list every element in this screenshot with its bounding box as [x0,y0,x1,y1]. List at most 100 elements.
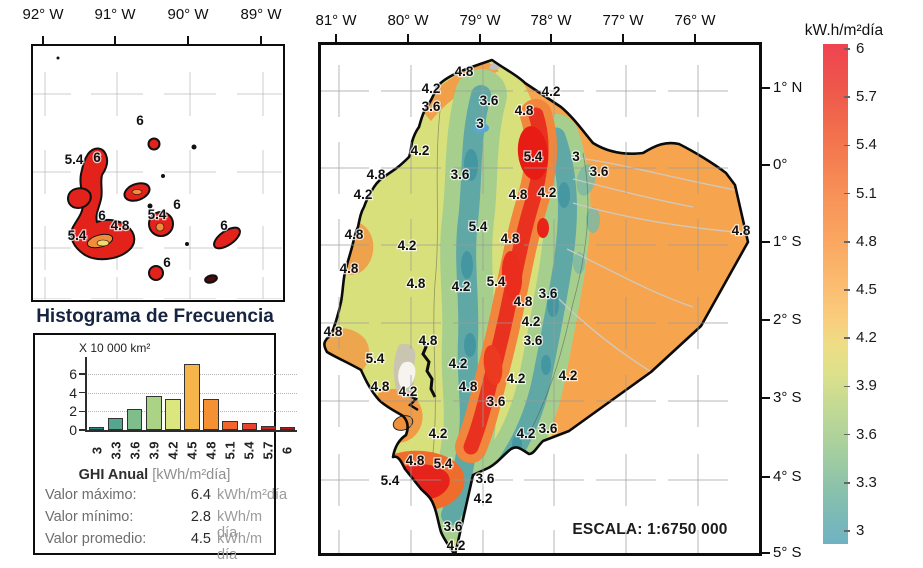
estuary-channel [419,338,437,398]
stat-unit: kWh/m día [217,531,263,563]
santa-cruz-inner [155,222,165,232]
histogram-xtick-label: 4.8 [203,441,219,460]
value-label: 3.6 [590,164,609,179]
santiago-inner [131,189,143,195]
colorbar-tick [844,96,850,98]
histogram-bar [241,423,258,430]
isabela-inner-yellow [96,239,110,247]
value-label: 4.2 [474,491,493,506]
green-patch [573,252,585,274]
value-label: 6 [173,197,181,212]
value-label: 5.4 [381,473,400,488]
value-label: 6 [93,150,101,165]
colorbar-tick-label: 3.9 [856,377,877,395]
colorbar-tick-label: 6 [856,40,865,57]
colorbar-tick [844,144,850,147]
stat-label: Valor promedio: [45,531,147,547]
map-contour-labels: 4.84.23.6 3.64.24.834.2 5.4 33.63.64.8 4.24.… [322,63,752,553]
colorbar-tick-label: 4.5 [856,281,877,298]
teal-patch [464,149,478,181]
galapagos-lon-label: 89° W [240,6,282,23]
value-label: 3 [476,116,484,131]
value-label: 4.2 [398,238,417,253]
map-lon-tick [335,34,337,42]
map-lon-label: 78° W [530,12,572,29]
map-lat-label: 1° S [773,233,802,250]
value-label: 3.6 [539,286,558,301]
map-lat-tick [762,552,770,554]
value-label: 3.6 [451,167,470,182]
histogram-bar [107,417,124,430]
histogram-xtick-label: 3 [89,446,105,455]
histogram-y-axis [85,357,87,430]
histogram-ytick [79,410,85,413]
map-lon-label: 80° W [387,12,429,29]
stat-value: 2.8 [190,509,211,525]
map-lat-tick [762,476,770,478]
histogram-ytick [79,373,85,375]
histogram-xtick-label: 5.7 [260,441,276,460]
value-label: 6 [98,208,106,223]
contour-line [526,152,589,439]
galapagos-islands [56,56,241,284]
south-mid-red-core [483,345,503,385]
value-label: 6 [163,255,171,270]
dark-teal-patches [461,149,570,455]
value-label: 4.8 [509,187,528,202]
map-lon-tick [479,34,481,42]
value-label: 5.4 [487,274,506,289]
value-label: 3.6 [539,421,558,436]
map-lat-label: 2° S [773,311,802,328]
colorbar [823,44,848,544]
histogram-xtick-label: 5.4 [241,441,257,460]
islet-dot [56,56,60,60]
histogram-bar [203,399,219,430]
colorbar-tick-label: 4.2 [856,329,877,347]
map-graticule [321,65,728,553]
histogram-xtick-label: 4.5 [184,441,200,460]
east-detached-green-patches [573,164,600,274]
galapagos-lon-label: 92° W [22,6,64,23]
value-label: 3.6 [480,93,499,108]
stat-label: Valor máximo: [45,487,137,503]
ecuador-ghi-map: 4.8 4.2 3.6 3.6 4.2 4.8 3 4.2 5.4 3 3.6 3.6 4.8 4.2 4.… [318,42,762,556]
fernandina-island [67,187,92,210]
histogram-bar [279,427,296,430]
river [558,298,654,374]
galapagos-value-labels: 6 5.4 6 6 4.8 5.4 5.4 6 6 6 [63,112,229,271]
value-label: 6 [220,218,228,233]
histogram-xtick-label: 4.2 [165,441,181,460]
histogram-ytick-label: 0 [69,422,77,438]
value-label: 5.4 [469,219,488,234]
map-lon-tick [694,34,696,42]
contour-accent-lines [432,102,589,454]
value-label: 4.2 [559,368,578,383]
small-red-spot [537,218,549,238]
histogram-bar [165,399,181,430]
value-label: 5.4 [524,149,543,164]
ecuador-map-svg: 4.84.23.6 3.64.24.834.2 5.4 33.63.64.8 4.24.… [321,58,752,553]
histogram-panel: X 10 000 km² 0 2 4 6 3 3.3 3.6 3.9 4.2 4.5 4.8 5.1 5… [33,333,297,563]
map-lat-tick [762,397,770,399]
histogram-xtick-label: 3.9 [146,441,162,460]
value-label: 4.2 [422,81,441,96]
map-lat-label: 4° S [773,468,802,485]
river [572,178,694,208]
histogram-bar [222,420,238,430]
map-lat-label: 3° S [773,389,802,406]
mid-red-core [501,251,523,299]
pinta-island [147,137,161,151]
colorbar-tick-label: 5.4 [856,136,877,154]
histogram-bar [146,396,162,430]
value-label: 5.4 [68,228,87,243]
histogram-bar [184,363,200,430]
histogram-x-axis-title: GHI Anual [kWh/m²día] [35,467,274,483]
stat-unit: kWh/m²día [217,487,288,503]
colorbar-tick [844,192,850,195]
colorbar-tick-label: 3.3 [856,473,877,491]
colorbar-tick-label: 5.1 [856,184,877,202]
map-lon-tick [622,34,624,42]
histogram-ytick [79,391,85,394]
value-label: 3.6 [487,394,506,409]
value-label: 3.6 [476,471,495,486]
